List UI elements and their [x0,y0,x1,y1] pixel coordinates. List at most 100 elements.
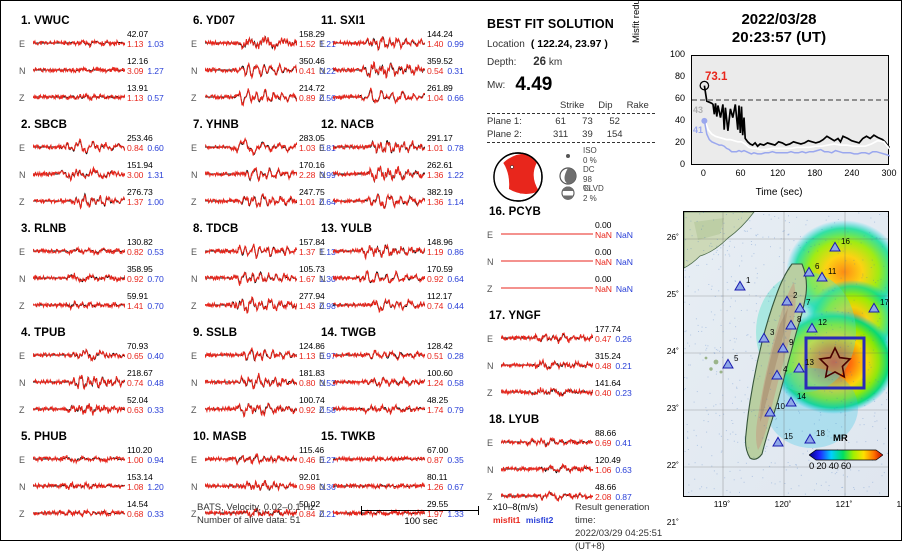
misfit2-value: 0.26 [615,334,631,344]
waveform-plot [333,265,425,291]
chart-xlabel: Time (sec) [661,187,897,198]
amplitude-value: 12.16 [127,56,148,66]
misfit1-value: 1.40 [427,39,443,49]
component-label: N [191,170,201,180]
location-label: Location [487,39,525,50]
station-name: 13. YULB [321,223,489,235]
amplitude-value: 110.20 [127,445,152,455]
misfit2-value: NaN [616,284,633,294]
table-divider-bottom [487,142,655,143]
misfit2-value: 0.48 [147,378,163,388]
waveform-plot [33,265,125,291]
misfit1-value: 0.48 [595,361,611,371]
misfit-reduction-chart: 2022/03/28 20:23:57 (UT) Misfit reductio… [661,9,897,205]
depth-label: Depth: [487,57,516,68]
component-label: E [487,334,497,344]
misfit1-legend: misfit1 [493,515,520,525]
svg-text:17: 17 [880,298,888,307]
amplitude-value: 48.25 [427,395,448,405]
misfit1-value: 1.06 [595,465,611,475]
component-label: Z [19,197,29,207]
component-label: E [19,247,29,257]
amplitude-value: 141.64 [595,378,621,388]
waveform-plot [333,446,425,472]
waveform-plot [33,161,125,187]
amplitude-value: 59.91 [127,291,148,301]
misfit1-value: 0.41 [299,66,315,76]
misfit2-value: 1.00 [147,197,163,207]
misfit1-value: 0.84 [127,143,143,153]
misfit2-value: 0.23 [615,388,631,398]
component-label: E [191,247,201,257]
waveform-plot [333,30,425,56]
misfit1-value: 0.98 [299,482,315,492]
amplitude-value: 0.00 [595,274,611,284]
misfit2-value: NaN [616,257,633,267]
misfit2-value: 0.40 [147,351,163,361]
map-lat-tick: 24˚ [659,346,679,356]
clvd-icon [559,186,577,202]
svg-text:8: 8 [797,315,802,324]
waveform-plot [33,134,125,160]
waveform-plot [33,369,125,395]
waveform-plot [205,342,297,368]
focal-mechanism-panel: ISO 0 % DC 98 % [487,151,657,205]
amplitude-value: 253.46 [127,133,153,143]
map-lon-tick: 120˚ [770,499,796,509]
plane-label: Plane 1: [487,115,546,128]
waveform-plot [501,221,593,247]
xtick-label: 240 [839,168,865,178]
ytick-label: 100 [663,49,685,59]
waveform-plot [333,161,425,187]
waveform-plot [205,30,297,56]
amplitude-value: 0.00 [595,220,611,230]
misfit1-value: 1.01 [427,143,443,153]
generation-time: 2022/03/29 04:25:51 (UT+8) [575,527,667,553]
waveform-plot [333,292,425,318]
component-label: E [191,39,201,49]
plane-rake: 52 [600,115,630,128]
event-time: 20:23:57 (UT) [661,29,897,47]
misfit2-value: 0.99 [447,39,463,49]
svg-text:5: 5 [734,354,739,363]
scale-bar-graphic [361,505,481,515]
waveform-plot [501,379,593,405]
waveform-plot [333,134,425,160]
component-label: E [191,351,201,361]
misfit1-value: 1.52 [299,39,315,49]
misfit1-value: 0.40 [595,388,611,398]
misfit1-value: 1.43 [299,301,315,311]
table-divider-top [487,113,655,114]
waveform-plot [33,188,125,214]
svg-text:3: 3 [770,328,775,337]
amplitude-value: 14.54 [127,499,148,509]
amplitude-value: 382.19 [427,187,453,197]
misfit2-value: 0.67 [447,482,463,492]
misfit1-value: 0.47 [595,334,611,344]
misfit2-value: 0.94 [147,455,163,465]
misfit1-value: 0.92 [299,405,315,415]
amplitude-value: 13.91 [127,83,148,93]
component-label: Z [487,388,497,398]
component-label: N [19,274,29,284]
misfit1-value: 0.46 [299,455,315,465]
misfit2-value: 1.22 [447,170,463,180]
amplitude-value: 262.61 [427,160,453,170]
